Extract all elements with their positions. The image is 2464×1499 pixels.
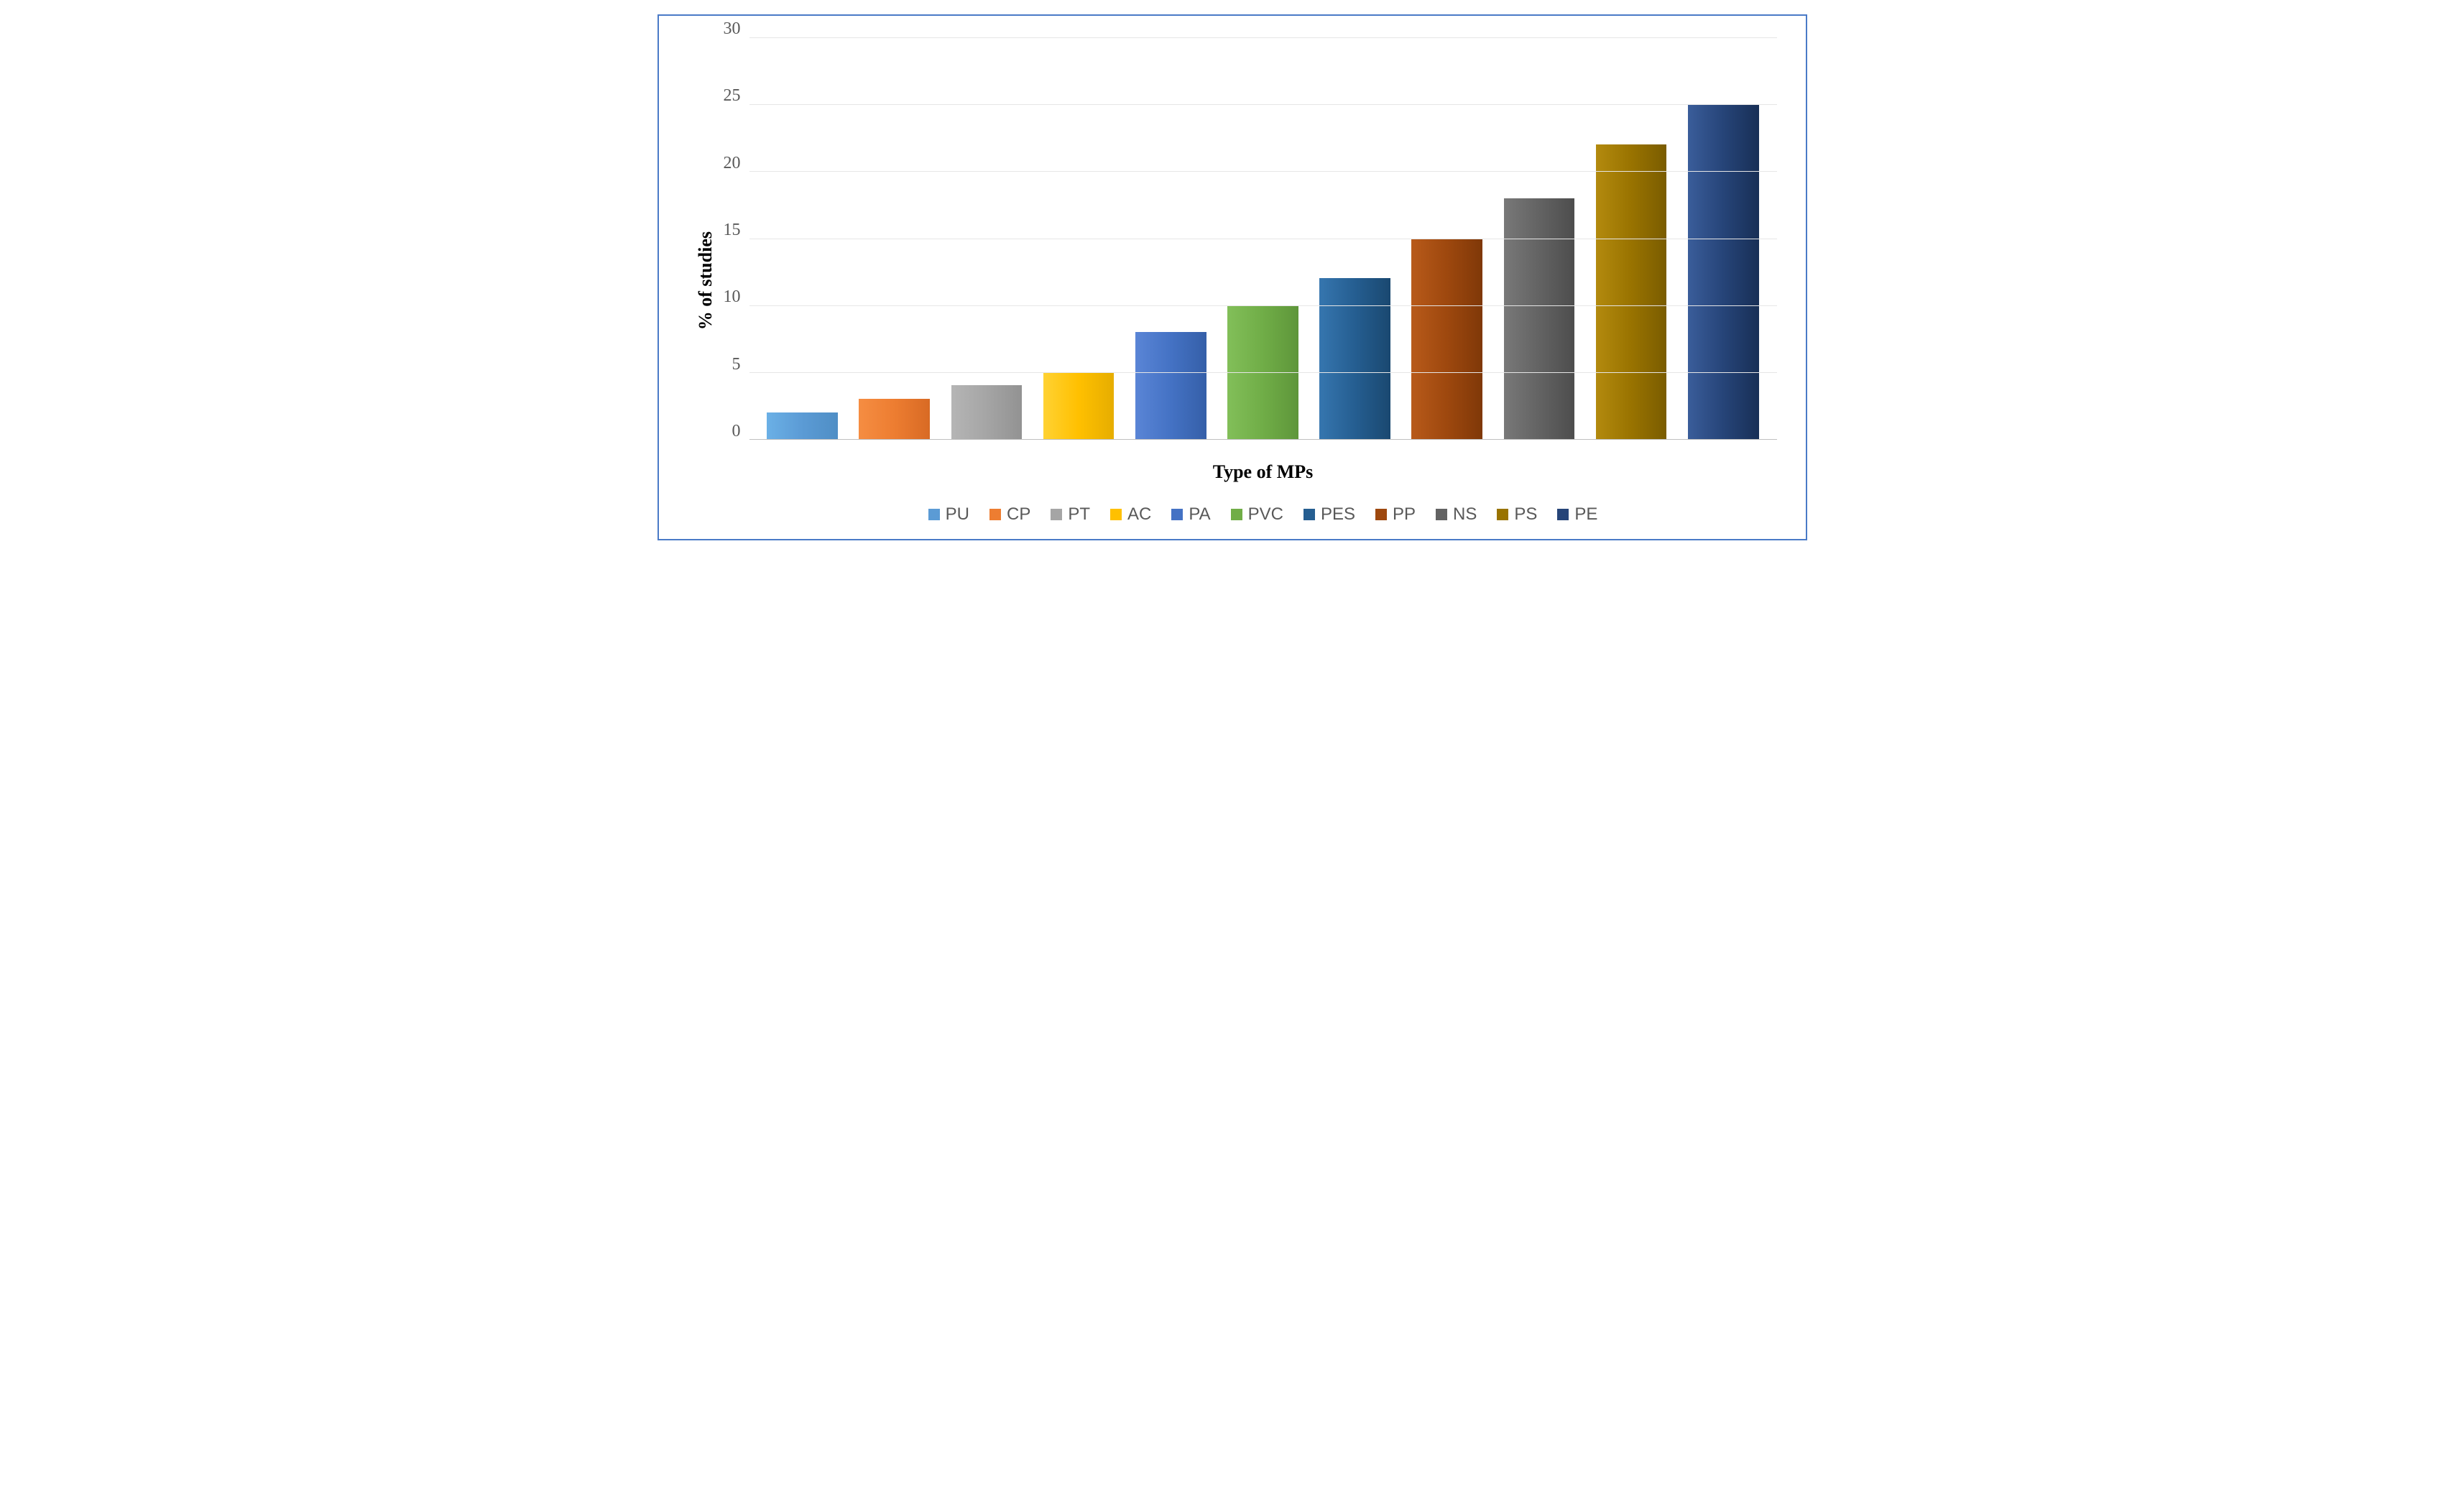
bar-ac bbox=[1043, 372, 1115, 439]
legend-item-ps: PS bbox=[1497, 504, 1537, 525]
chart-body: % of studies 302520151050 Type of MPs PU… bbox=[688, 37, 1777, 525]
legend-label: PP bbox=[1393, 504, 1416, 525]
chart-container: % of studies 302520151050 Type of MPs PU… bbox=[657, 14, 1807, 540]
legend-swatch-pp bbox=[1375, 509, 1387, 520]
legend-swatch-ac bbox=[1110, 509, 1122, 520]
legend-item-pt: PT bbox=[1051, 504, 1090, 525]
bar-ns bbox=[1504, 198, 1575, 439]
legend-swatch-pa bbox=[1171, 509, 1183, 520]
bar-pes bbox=[1319, 278, 1390, 439]
legend-label: AC bbox=[1127, 504, 1151, 525]
legend-swatch-pu bbox=[928, 509, 940, 520]
bar-pu bbox=[767, 412, 838, 439]
legend-item-pa: PA bbox=[1171, 504, 1210, 525]
legend-swatch-cp bbox=[989, 509, 1001, 520]
bar-cp bbox=[859, 399, 930, 439]
legend-label: PS bbox=[1514, 504, 1537, 525]
legend: PU CP PT AC PA PVC PES PP NS PS PE bbox=[749, 504, 1777, 525]
legend-item-pp: PP bbox=[1375, 504, 1416, 525]
legend-label: PT bbox=[1068, 504, 1090, 525]
legend-label: PU bbox=[946, 504, 969, 525]
legend-item-pvc: PVC bbox=[1231, 504, 1283, 525]
legend-label: PVC bbox=[1248, 504, 1283, 525]
gridline bbox=[749, 104, 1777, 105]
bar-pp bbox=[1411, 239, 1482, 440]
legend-item-ns: NS bbox=[1436, 504, 1477, 525]
legend-swatch-pes bbox=[1303, 509, 1315, 520]
legend-swatch-pe bbox=[1557, 509, 1569, 520]
legend-swatch-ns bbox=[1436, 509, 1447, 520]
legend-item-pe: PE bbox=[1557, 504, 1597, 525]
bar-ps bbox=[1596, 144, 1667, 439]
legend-swatch-pvc bbox=[1231, 509, 1242, 520]
bar-pt bbox=[951, 385, 1023, 439]
gridline bbox=[749, 305, 1777, 306]
bar-pe bbox=[1688, 104, 1759, 439]
plot-wrap: Type of MPs PU CP PT AC PA PVC PES PP NS PS PE bbox=[749, 37, 1777, 525]
y-axis-label: % of studies bbox=[688, 231, 724, 330]
legend-item-ac: AC bbox=[1110, 504, 1151, 525]
legend-swatch-ps bbox=[1497, 509, 1508, 520]
legend-label: PE bbox=[1574, 504, 1597, 525]
legend-label: NS bbox=[1453, 504, 1477, 525]
legend-label: PES bbox=[1321, 504, 1355, 525]
y-axis-ticks: 302520151050 bbox=[724, 37, 749, 440]
legend-item-cp: CP bbox=[989, 504, 1030, 525]
gridline bbox=[749, 171, 1777, 172]
gridline bbox=[749, 372, 1777, 373]
plot-area bbox=[749, 37, 1777, 440]
x-axis-label: Type of MPs bbox=[749, 461, 1777, 483]
legend-label: CP bbox=[1007, 504, 1030, 525]
legend-swatch-pt bbox=[1051, 509, 1062, 520]
bar-pa bbox=[1135, 332, 1206, 439]
legend-item-pes: PES bbox=[1303, 504, 1355, 525]
gridline bbox=[749, 37, 1777, 38]
legend-label: PA bbox=[1189, 504, 1210, 525]
legend-item-pu: PU bbox=[928, 504, 969, 525]
